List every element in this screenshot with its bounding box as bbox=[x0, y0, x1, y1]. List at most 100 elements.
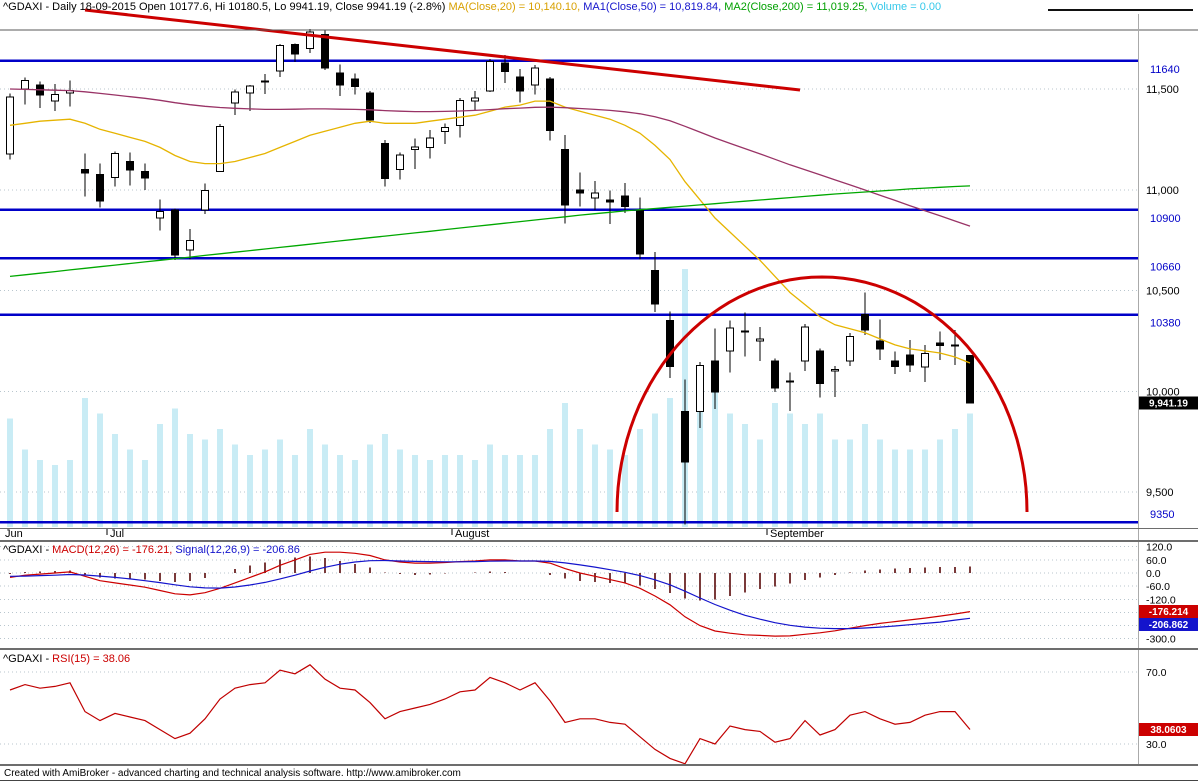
candle-body bbox=[891, 360, 899, 367]
candle-body bbox=[786, 380, 794, 383]
pane-splitter[interactable] bbox=[0, 764, 1198, 766]
candle-body bbox=[441, 126, 449, 132]
volume-bar bbox=[217, 428, 223, 527]
candle-body bbox=[321, 34, 329, 69]
candle-body bbox=[396, 154, 404, 171]
candle-body bbox=[276, 44, 284, 72]
last-price-tag bbox=[1139, 396, 1198, 410]
candle-body bbox=[51, 93, 59, 102]
volume-bar bbox=[742, 423, 748, 527]
candle-body bbox=[861, 314, 869, 331]
candle-body bbox=[546, 78, 554, 132]
month-label: Jun bbox=[5, 528, 23, 540]
volume-bar bbox=[142, 459, 148, 527]
candle-body bbox=[501, 62, 509, 72]
volume-bar bbox=[292, 454, 298, 527]
volume-bar bbox=[832, 439, 838, 527]
macd-line bbox=[9, 551, 971, 637]
volume-bar bbox=[667, 398, 673, 527]
volume-bar bbox=[52, 465, 58, 527]
hline-price-label: 10660 bbox=[1150, 261, 1181, 273]
hline-price-label: 11640 bbox=[1150, 64, 1180, 76]
candle-body bbox=[381, 142, 389, 179]
ma200-line bbox=[9, 185, 971, 278]
candle-body bbox=[216, 125, 224, 173]
candle-body bbox=[411, 146, 419, 150]
candle-body bbox=[291, 44, 299, 55]
pane-splitter[interactable] bbox=[0, 540, 1198, 542]
rsi-value-tag bbox=[1139, 722, 1198, 736]
volume-bar bbox=[727, 413, 733, 527]
candle-body bbox=[81, 169, 89, 174]
price-axis-label: 10,000 bbox=[1146, 386, 1180, 398]
volume-bar bbox=[202, 439, 208, 527]
macd-axis-label: 60.0 bbox=[1146, 555, 1167, 567]
candle-body bbox=[711, 360, 719, 393]
candle-body bbox=[696, 364, 704, 412]
candle-body bbox=[186, 240, 194, 251]
volume-bar bbox=[637, 428, 643, 527]
price-pane-bottom-border bbox=[0, 528, 1198, 529]
candle-body bbox=[921, 352, 929, 368]
ohlc-readout: ^GDAXI - Daily 18-09-2015 Open 10177.6, … bbox=[3, 1, 449, 13]
candle-body bbox=[846, 336, 854, 362]
candle-body bbox=[21, 80, 29, 90]
candle-body bbox=[651, 269, 659, 305]
last-price-tag-text: 9,941.19 bbox=[1149, 399, 1188, 410]
volume-bar bbox=[247, 454, 253, 527]
volume-bar bbox=[157, 423, 163, 527]
candle-body bbox=[231, 91, 239, 104]
volume-bar bbox=[892, 449, 898, 527]
rsi-value-tag-text: 38.0603 bbox=[1150, 725, 1187, 736]
price-axis-label: 11,500 bbox=[1146, 84, 1179, 96]
volume-bar bbox=[457, 454, 463, 527]
volume-bar bbox=[127, 449, 133, 527]
candle-body bbox=[741, 330, 749, 333]
rsi-axis-label: 30.0 bbox=[1146, 739, 1167, 751]
macd-axis-label: 0.0 bbox=[1146, 568, 1161, 580]
candle-body bbox=[606, 199, 614, 203]
candle-body bbox=[531, 67, 539, 86]
volume-bar bbox=[262, 449, 268, 527]
signal-line bbox=[9, 559, 971, 630]
candle-body bbox=[261, 80, 269, 83]
volume-bar bbox=[412, 454, 418, 527]
candle-body bbox=[156, 211, 164, 219]
volume-bar bbox=[67, 459, 73, 527]
candle-body bbox=[726, 327, 734, 352]
candle-body bbox=[966, 354, 974, 404]
volume-bar bbox=[382, 434, 388, 527]
volume-bar bbox=[547, 428, 553, 527]
volume-bar bbox=[22, 449, 28, 527]
volume-bar bbox=[907, 449, 913, 527]
signal-value-tag-text: -206.862 bbox=[1149, 620, 1189, 631]
candle-body bbox=[666, 320, 674, 367]
volume-bar bbox=[427, 459, 433, 527]
price-pane-title: ^GDAXI - Daily 18-09-2015 Open 10177.6, … bbox=[3, 1, 941, 13]
candle-body bbox=[111, 152, 119, 179]
candle-body bbox=[681, 410, 689, 463]
volume-bar bbox=[622, 454, 628, 527]
ma200-readout: MA2(Close,200) = 11,019.25, bbox=[724, 1, 871, 13]
ma50-line bbox=[9, 88, 971, 227]
candle-body bbox=[486, 61, 494, 92]
volume-bar bbox=[922, 449, 928, 527]
pane-splitter[interactable] bbox=[0, 648, 1198, 650]
volume-bar bbox=[607, 449, 613, 527]
volume-bar bbox=[697, 372, 703, 527]
volume-bar bbox=[817, 413, 823, 527]
status-bar: Created with AmiBroker - advanced charti… bbox=[4, 768, 461, 779]
volume-bar bbox=[802, 423, 808, 527]
symbol-readout: ^GDAXI - bbox=[3, 544, 53, 556]
volume-bar bbox=[82, 398, 88, 527]
volume-bar bbox=[337, 454, 343, 527]
candle-body bbox=[876, 340, 884, 350]
volume-bar bbox=[7, 418, 13, 527]
volume-bar bbox=[487, 444, 493, 527]
macd-readout: MACD(12,26) = -176.21, bbox=[52, 544, 176, 556]
macd-pane-title: ^GDAXI - MACD(12,26) = -176.21, Signal(1… bbox=[3, 544, 300, 556]
rsi-readout: RSI(15) = 38.06 bbox=[52, 653, 131, 665]
candle-body bbox=[141, 171, 149, 179]
volume-bar bbox=[967, 413, 973, 527]
